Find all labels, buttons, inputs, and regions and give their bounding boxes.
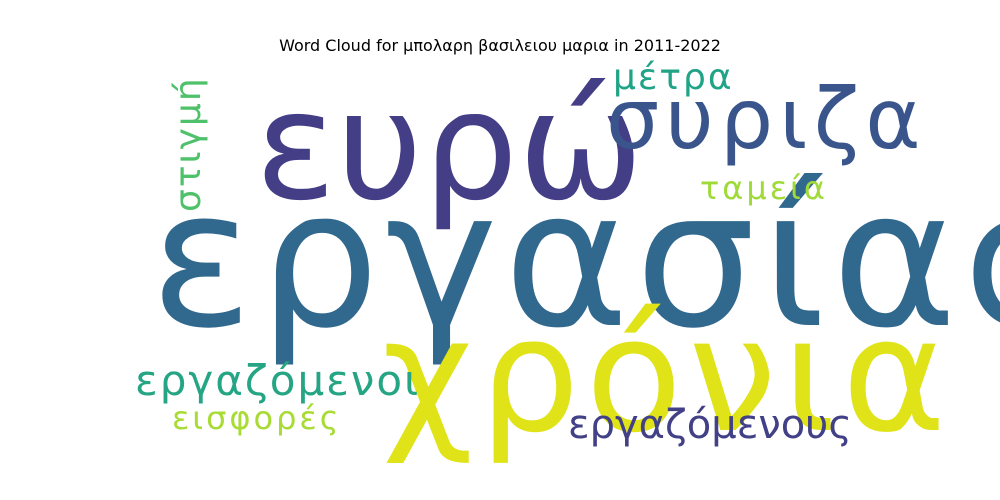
- word-8: ταμεία: [700, 169, 828, 207]
- word-0: εργασίας: [150, 149, 1000, 370]
- word-6: μέτρα: [613, 57, 734, 98]
- word-5: εργαζόμενους: [568, 402, 852, 448]
- word-3: συριζα: [606, 70, 927, 168]
- word-4: εργαζόμενοι: [135, 356, 420, 405]
- word-9: εισφορές: [172, 399, 341, 437]
- word-1: χρόνια: [382, 284, 952, 468]
- word-7: στιγμή: [168, 76, 209, 212]
- chart-title: Word Cloud for μπολαρη βασιλειου μαρια i…: [279, 36, 721, 55]
- word-2: ευρώ: [255, 60, 644, 234]
